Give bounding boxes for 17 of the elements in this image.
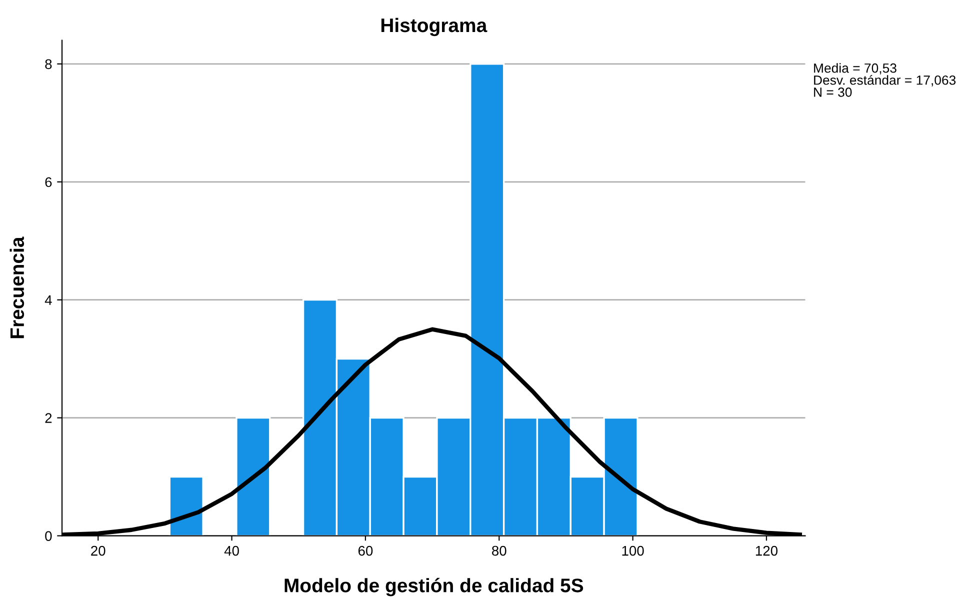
text: Media = 70,53	[814, 63, 896, 74]
y-tick-label: 6	[45, 177, 52, 188]
y-tick-label: 8	[45, 59, 52, 70]
y-tick-label: 2	[45, 413, 52, 423]
y-tick-label: 4	[44, 295, 52, 305]
x-tick-label: 80	[492, 546, 506, 556]
text: Desv. estándar = 17,063	[814, 74, 956, 86]
x-tick-label: 120	[756, 546, 778, 556]
x-tick-label: 60	[358, 546, 373, 556]
x-tick-label: 40	[224, 546, 239, 556]
x-tick-label: 100	[622, 546, 644, 556]
y-axis-title: Frecuencia	[10, 236, 24, 338]
chart-title: Histograma	[381, 18, 488, 36]
text: N = 30	[814, 88, 852, 97]
x-tick-label: 20	[91, 546, 106, 556]
y-tick-label: 0	[45, 531, 52, 541]
x-axis-title: Modelo de gestión de calidad 5S	[284, 578, 584, 596]
